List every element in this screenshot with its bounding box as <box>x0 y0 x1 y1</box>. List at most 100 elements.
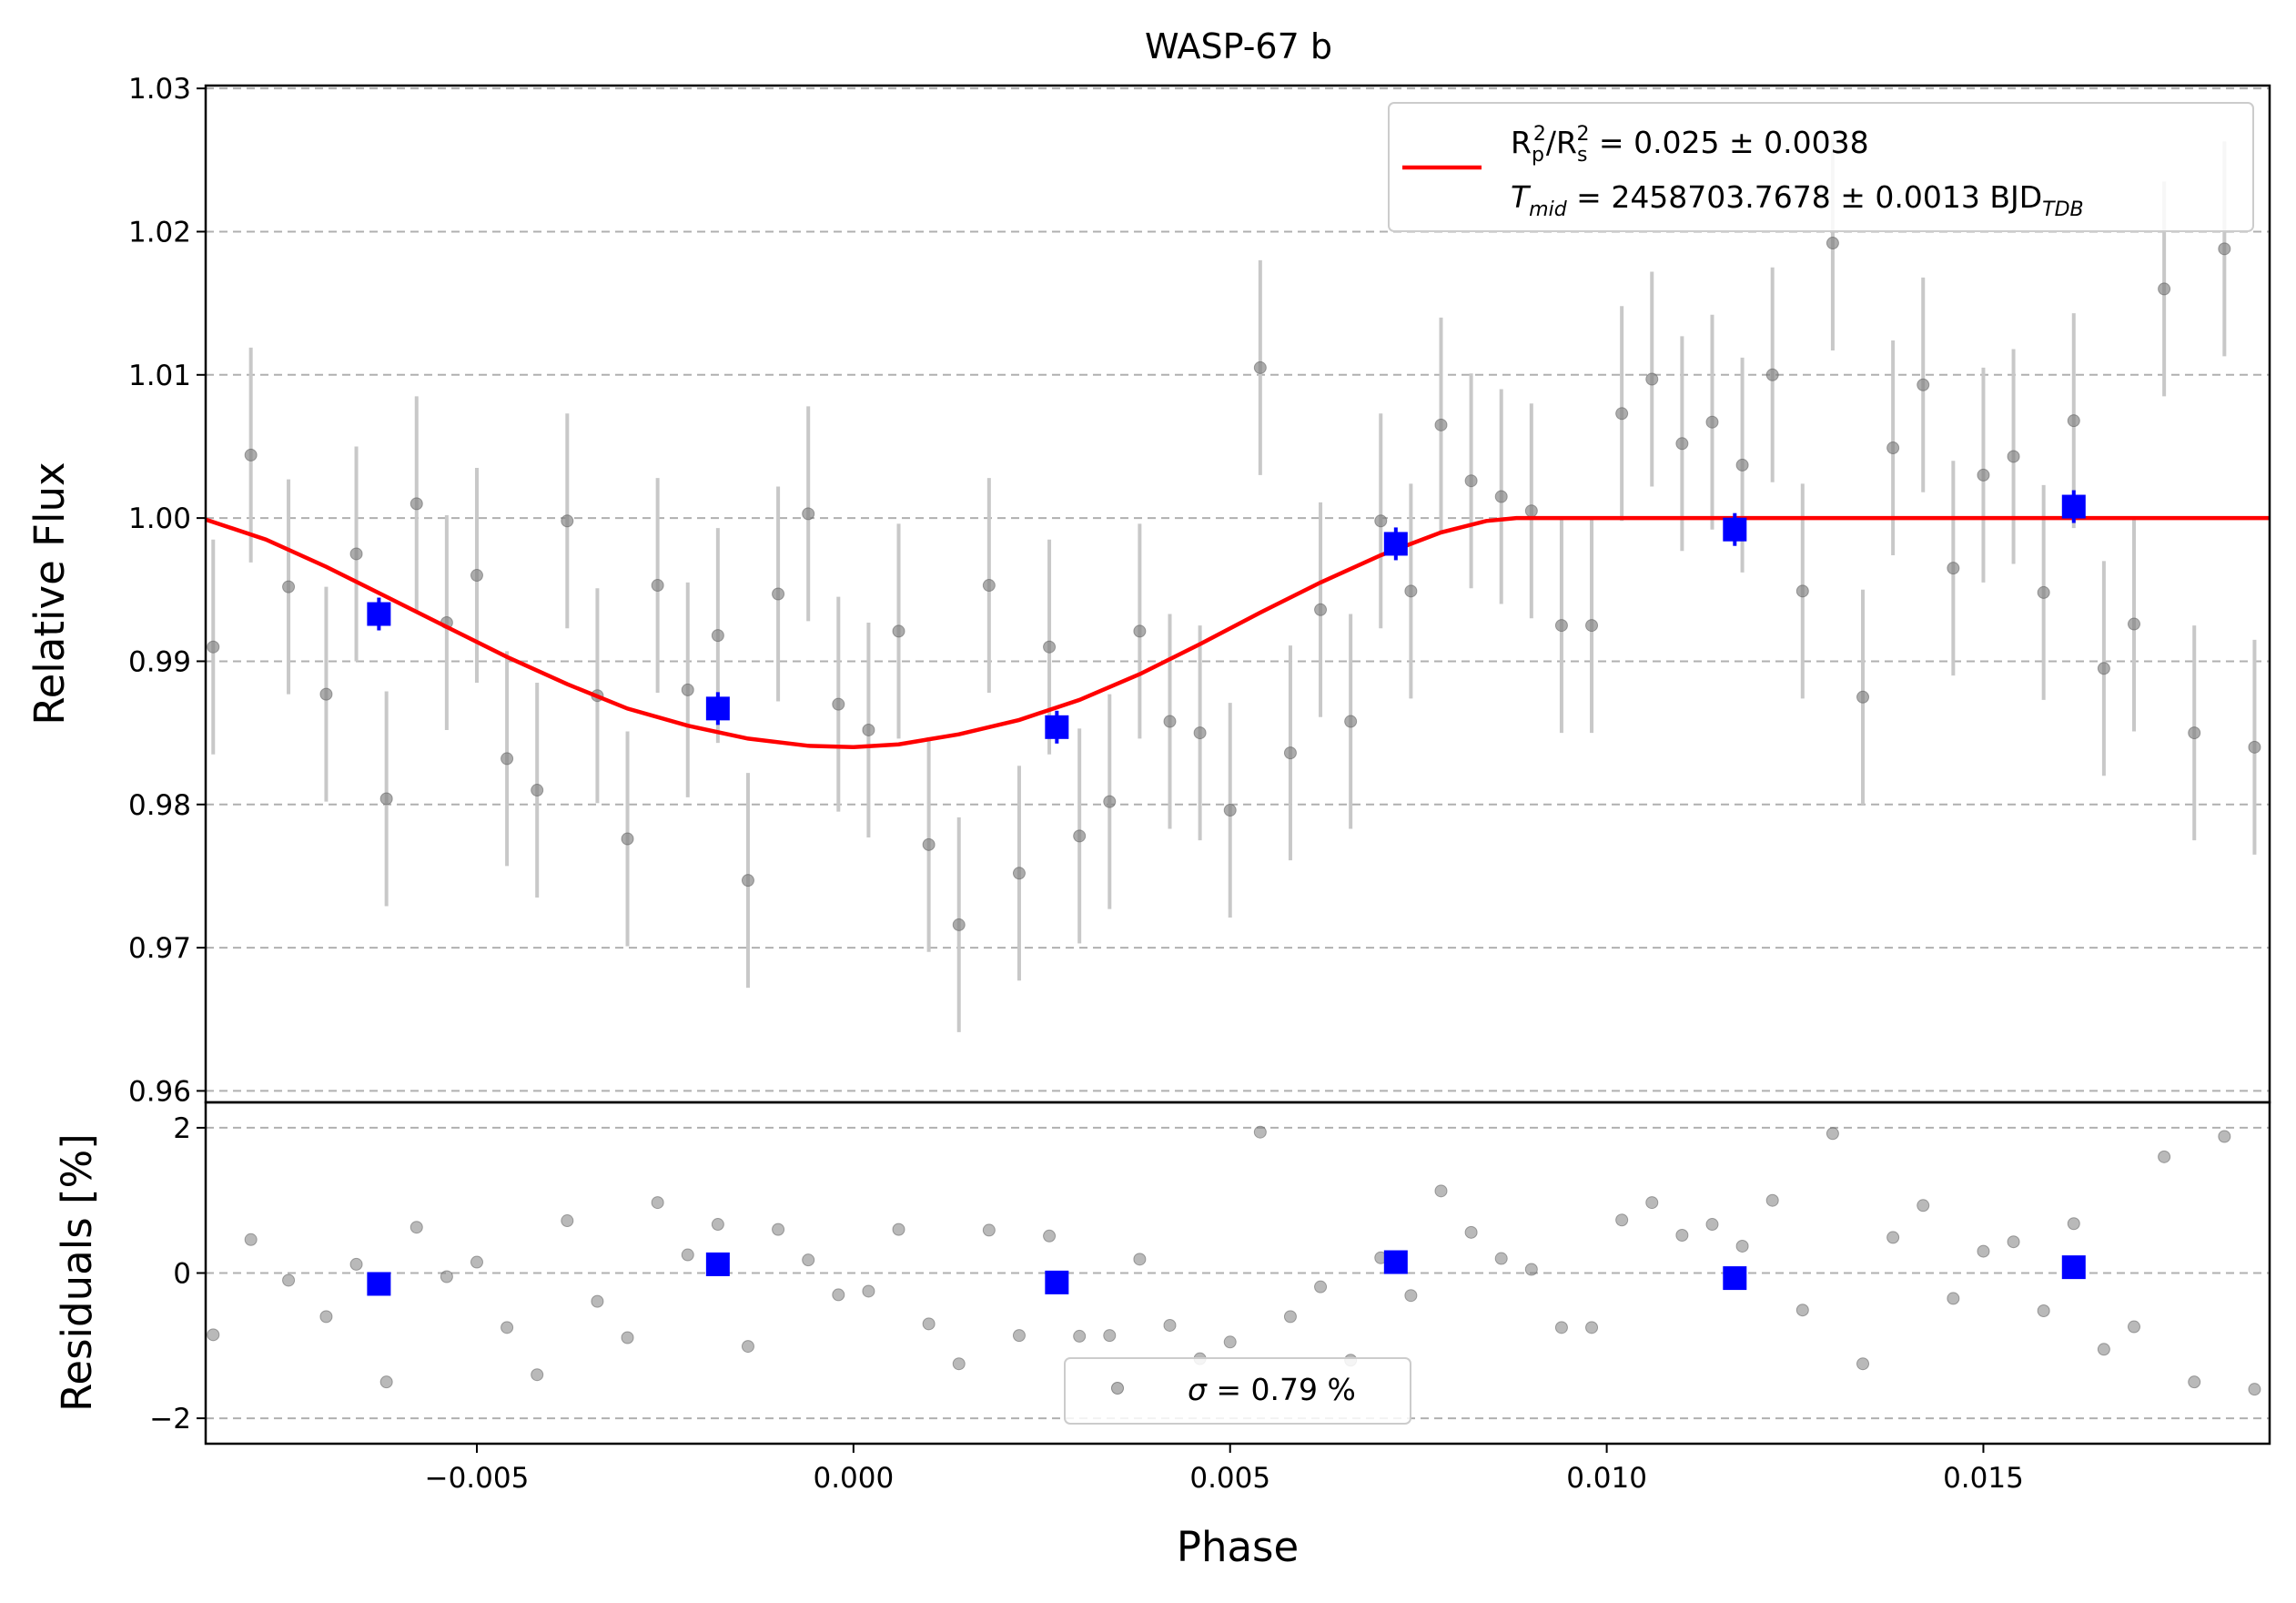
xtick-label: 0.000 <box>813 1462 894 1495</box>
residual-point <box>531 1368 544 1382</box>
residual-point <box>1012 1329 1026 1343</box>
binned-point <box>1723 517 1747 542</box>
raw-point <box>470 569 483 583</box>
top-legend-box <box>1388 102 2254 232</box>
raw-point <box>1524 504 1538 518</box>
raw-point <box>952 918 966 931</box>
raw-point <box>1043 640 1057 654</box>
residual-point <box>772 1223 785 1236</box>
raw-point <box>1735 458 1749 472</box>
legend-depth-text: Rp2/Rs2 = 0.025 ± 0.0038 <box>1511 123 1869 167</box>
legend-residual-swatch <box>1111 1382 1124 1395</box>
raw-point <box>282 580 296 594</box>
raw-point <box>1886 441 1900 455</box>
raw-point <box>1253 360 1267 374</box>
raw-point <box>1103 795 1117 808</box>
raw-point <box>1434 418 1448 431</box>
residual-point <box>1917 1199 1930 1212</box>
residual-point <box>621 1331 634 1344</box>
raw-point <box>2097 662 2110 675</box>
raw-point <box>1977 468 1990 482</box>
raw-point <box>1283 746 1297 760</box>
residual-point <box>2128 1320 2141 1334</box>
residual-point <box>1464 1225 1478 1239</box>
raw-point <box>1705 415 1719 429</box>
raw-point <box>621 832 634 846</box>
residual-point <box>1073 1329 1087 1343</box>
xtick-label: 0.005 <box>1189 1462 1270 1495</box>
raw-point <box>2037 585 2050 599</box>
top-ytick-label: 1.03 <box>128 73 191 106</box>
raw-points <box>207 237 2261 931</box>
residual-point <box>1043 1229 1057 1243</box>
residual-point <box>1494 1252 1508 1265</box>
raw-point <box>1645 372 1659 386</box>
binned-point <box>1045 715 1069 739</box>
residual-point <box>207 1328 220 1342</box>
residual-binned-point <box>1045 1270 1069 1294</box>
top-y-axis-ticks: 0.96 0.97 0.98 0.99 1.00 1.01 1.02 1.03 <box>128 73 206 1108</box>
residual-legend: σ = 0.79 % <box>1064 1357 1411 1425</box>
raw-point <box>1494 490 1508 503</box>
raw-point <box>2007 450 2020 463</box>
raw-point <box>681 683 694 696</box>
raw-point <box>531 784 544 797</box>
raw-point <box>1314 603 1328 616</box>
binned-point <box>1383 532 1408 556</box>
top-ytick-label: 0.96 <box>128 1075 191 1108</box>
residual-point <box>862 1284 875 1298</box>
x-axis-ticks: −0.005 0.000 0.005 0.010 0.015 <box>425 1444 2024 1495</box>
binned-point <box>705 696 730 721</box>
residual-point <box>1645 1196 1659 1210</box>
y-axis-label-flux: Relative Flux <box>25 462 74 725</box>
residual-point <box>470 1255 483 1269</box>
residual-point <box>1585 1321 1599 1334</box>
residual-binned-point <box>1723 1266 1747 1291</box>
residual-point <box>379 1375 393 1389</box>
residual-point <box>1283 1310 1297 1324</box>
raw-point <box>1917 378 1930 391</box>
raw-point <box>379 792 393 806</box>
residual-point <box>1223 1335 1237 1349</box>
raw-point <box>1344 715 1358 728</box>
raw-point <box>561 514 574 528</box>
residual-point <box>922 1317 936 1331</box>
raw-point <box>741 874 754 888</box>
raw-point <box>1765 368 1779 381</box>
raw-point <box>832 697 845 711</box>
residual-point <box>1615 1213 1629 1227</box>
raw-point <box>1374 514 1388 528</box>
top-ytick-label: 0.99 <box>128 645 191 678</box>
bottom-ytick-label: 0 <box>173 1258 191 1291</box>
raw-point <box>207 640 220 654</box>
binned-points <box>367 490 2086 744</box>
residual-point <box>2037 1304 2050 1317</box>
raw-point <box>1193 726 1207 740</box>
raw-point <box>2248 740 2261 754</box>
raw-point <box>802 507 815 521</box>
residual-point <box>1947 1292 1960 1305</box>
residual-point <box>2248 1383 2261 1396</box>
residual-point <box>1886 1231 1900 1244</box>
residual-point <box>1675 1229 1689 1243</box>
residual-point <box>1856 1357 1870 1371</box>
residual-point <box>501 1321 514 1334</box>
raw-point <box>1133 624 1147 638</box>
residual-point <box>2188 1375 2201 1389</box>
residual-point <box>2158 1150 2171 1163</box>
raw-point <box>2067 414 2080 428</box>
residual-point <box>1404 1289 1418 1303</box>
raw-point <box>1615 407 1629 421</box>
raw-point <box>501 752 514 766</box>
raw-point <box>1826 237 1839 250</box>
x-axis-label-phase: Phase <box>1177 1523 1299 1571</box>
raw-point <box>1554 619 1568 633</box>
raw-point <box>772 587 785 601</box>
top-ytick-label: 1.00 <box>128 502 191 535</box>
residual-binned-point <box>367 1272 391 1296</box>
chart-title: WASP-67 b <box>1145 26 1332 66</box>
residual-point <box>319 1310 333 1324</box>
raw-point <box>1404 584 1418 598</box>
raw-point <box>2218 242 2231 256</box>
